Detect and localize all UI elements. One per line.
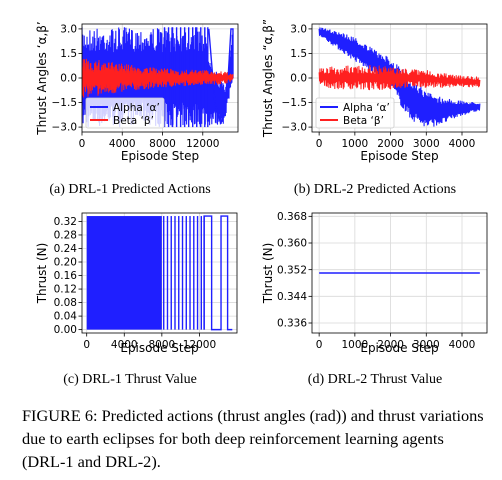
y-tick-label: −3.0 [52, 122, 78, 134]
thrust-dense-block [86, 216, 162, 330]
x-tick-label: 0 [79, 138, 86, 150]
y-tick-label: 0.336 [277, 318, 307, 330]
y-tick-label: 0.28 [54, 230, 77, 242]
panel-d: 0 1000 2000 3000 4000 0.336 0.344 0.352 0.360 0.3… [250, 200, 502, 370]
y-tick-label: −1.5 [52, 97, 78, 109]
legend-label: Alpha ‘α’ [343, 102, 390, 114]
series-beta-line [82, 58, 234, 98]
plot-area [86, 215, 233, 331]
y-tick-label: 0.04 [54, 311, 78, 323]
legend-label: Beta ‘β’ [343, 115, 384, 127]
chart-c: 0 4000 8000 12000 0.000.04 0.080.12 0.160.20 0.… [35, 212, 238, 355]
x-tick-label: 4000 [449, 339, 476, 351]
chart-b: 0 1000 2000 3000 4000 −3.0 −1.5 0.0 1.5 3.0 Episod… [261, 19, 488, 163]
x-tick-label: 0 [83, 339, 90, 351]
x-tick-label: 4000 [109, 138, 136, 150]
chart-a: 0 4000 8000 12000 −3.0 −1.5 0.0 1.5 3.0 Episode S… [35, 21, 239, 163]
x-axis-label: Episode Step [360, 341, 438, 355]
caption-a: (a) DRL-1 Predicted Actions [49, 182, 211, 197]
legend-label: Alpha ‘α’ [113, 102, 160, 114]
y-tick-label: 1.5 [60, 48, 77, 60]
x-tick-label: 12000 [183, 339, 216, 351]
x-axis-label: Episode Step [120, 341, 198, 355]
plot-area [318, 27, 481, 127]
y-axis-label: Thrust (N) [35, 243, 49, 305]
y-tick-label: 0.24 [54, 243, 78, 255]
y-tick-label: 0.00 [54, 324, 77, 336]
axes-frame [311, 212, 488, 334]
panel-b: 0 1000 2000 3000 4000 −3.0 −1.5 0.0 1.5 3.0 Episod… [250, 0, 502, 200]
y-tick-label: 1.5 [290, 48, 307, 60]
y-tick-label: −3.0 [282, 122, 308, 134]
x-tick-label: 0 [316, 138, 323, 150]
y-tick-label: 3.0 [290, 24, 307, 36]
y-tick-label: 0.360 [277, 238, 307, 250]
series-alpha-tail [208, 28, 234, 125]
x-tick-label: 1000 [341, 138, 368, 150]
y-tick-label: 0.16 [54, 270, 78, 282]
panel-a: 0 4000 8000 12000 −3.0 −1.5 0.0 1.5 3.0 Episode S… [0, 0, 250, 200]
x-tick-label: 8000 [149, 138, 176, 150]
x-tick-label: 12000 [186, 138, 219, 150]
series-alpha-line [318, 27, 481, 127]
axes-frame [81, 212, 238, 334]
legend-label: Beta ‘β’ [113, 115, 154, 127]
chart-d: 0 1000 2000 3000 4000 0.336 0.344 0.352 0.360 0.3… [261, 211, 488, 355]
y-tick-label: 0.32 [54, 216, 77, 228]
y-axis-label: Thrust Angles “α,β” [261, 19, 275, 138]
x-axis-label: Episode Step [121, 149, 199, 163]
panel-c: 0 4000 8000 12000 0.00 0.04 0.08 0.12 0.16 0.20 0.… [0, 200, 250, 370]
figure-caption: FIGURE 6: Predicted actions (thrust angl… [22, 406, 484, 471]
y-tick-label: 0.368 [277, 211, 307, 223]
y-tick-label: 0.0 [60, 73, 77, 85]
x-axis-label: Episode Step [360, 149, 438, 163]
x-tick-label: 0 [316, 339, 323, 351]
caption-d: (d) DRL-2 Thrust Value [307, 372, 443, 387]
x-tick-label: 2000 [377, 138, 404, 150]
x-tick-label: 3000 [413, 339, 440, 351]
x-tick-label: 4000 [449, 138, 476, 150]
y-axis-label: Thrust Angles ‘α,β’ [35, 21, 49, 135]
x-tick-label: 1000 [341, 339, 368, 351]
x-tick-label: 2000 [377, 339, 404, 351]
y-tick-label: 0.20 [54, 257, 77, 269]
y-tick-label: 0.352 [277, 264, 307, 276]
series-beta-line [318, 64, 481, 91]
x-tick-label: 8000 [148, 339, 175, 351]
x-tick-label: 4000 [111, 339, 138, 351]
y-tick-label: 0.0 [290, 73, 307, 85]
y-tick-label: 3.0 [60, 24, 77, 36]
caption-b: (b) DRL-2 Predicted Actions [293, 182, 457, 197]
thrust-tail [203, 215, 233, 331]
y-tick-label: 0.12 [54, 284, 77, 296]
y-tick-label: 0.08 [54, 297, 77, 309]
y-tick-label: −1.5 [282, 97, 308, 109]
x-tick-label: 3000 [413, 138, 440, 150]
y-axis-label: Thrust (N) [261, 243, 275, 305]
plot-area [82, 27, 234, 128]
caption-c: (c) DRL-1 Thrust Value [63, 372, 197, 387]
y-tick-label: 0.344 [277, 291, 307, 303]
